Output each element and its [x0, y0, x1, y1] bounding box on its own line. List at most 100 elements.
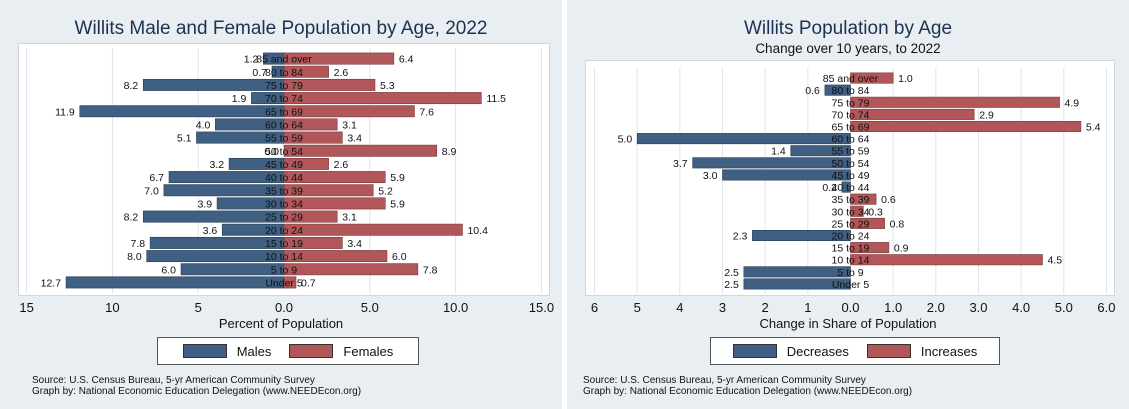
bar-increases: [850, 205, 864, 217]
category-label: 55 to 59: [265, 133, 303, 145]
bar-females: [283, 52, 395, 65]
bar-decreases: [790, 145, 851, 157]
bar-value-label: 7.8: [131, 238, 146, 250]
bar-value-label: 12.7: [41, 277, 62, 289]
category-label: 50 to 54: [265, 146, 303, 158]
category-label: 45 to 49: [265, 159, 303, 171]
bar-value-label: 0.6: [805, 85, 820, 97]
bar-value-label: 2.3: [733, 231, 748, 243]
bar-males: [142, 210, 285, 223]
bar-value-label: 6.4: [399, 54, 414, 66]
category-label: Under 5: [265, 277, 303, 289]
category-label: Under 5: [832, 279, 870, 291]
category-label: 40 to 44: [832, 182, 870, 194]
bar-increases: [850, 242, 890, 254]
category-label: 60 to 64: [265, 119, 303, 131]
x-tick-label: 5.0: [1055, 300, 1073, 315]
category-label: 20 to 24: [265, 225, 303, 237]
bar-decreases: [824, 84, 851, 96]
legend-swatch-decreases: [732, 344, 777, 358]
x-tick-label: 2.0: [927, 300, 945, 315]
bar-value-label: 3.4: [347, 238, 362, 250]
bar-males: [149, 236, 285, 249]
bar-decreases: [692, 157, 851, 169]
category-label: 45 to 49: [832, 170, 870, 182]
bar-value-label: 0.8: [890, 218, 905, 230]
bar-increases: [850, 254, 1043, 266]
bar-value-label: 8.2: [124, 212, 139, 224]
bar-value-label: 0.2: [822, 182, 837, 194]
bar-value-label: 5.3: [380, 80, 395, 92]
x-tick-label: 4: [676, 300, 683, 315]
bar-value-label: 3.1: [342, 212, 357, 224]
category-label: 30 to 34: [265, 198, 303, 210]
legend-swatch-males: [182, 344, 227, 358]
chart-title: Willits Male and Female Population by Ag…: [74, 18, 488, 39]
x-tick-label: 5: [634, 300, 641, 315]
x-tick-label: 10.0: [443, 300, 468, 315]
bar-females: [283, 157, 329, 170]
category-label: 25 to 29: [265, 212, 303, 224]
legend-label-females: Females: [343, 343, 394, 359]
bar-females: [283, 105, 415, 118]
bar-value-label: 1.2: [244, 54, 259, 66]
x-axis-label: Change in Share of Population: [759, 316, 937, 331]
bar-females: [283, 223, 463, 236]
chart-title: Willits Population by Age: [743, 18, 953, 39]
bar-value-label: 0.0: [264, 146, 279, 158]
bar-decreases: [841, 181, 851, 193]
bar-value-label: 8.9: [442, 146, 457, 158]
bar-increases: [850, 72, 894, 84]
x-tick-label: 2: [762, 300, 769, 315]
category-label: 15 to 19: [265, 238, 303, 250]
bar-value-label: 0.9: [894, 243, 909, 255]
category-label: 20 to 24: [832, 231, 870, 243]
legend-label-increases: Increases: [920, 343, 978, 359]
x-tick-label: 0.0: [841, 300, 859, 315]
bar-value-label: 8.2: [124, 80, 139, 92]
category-label: 10 to 14: [832, 255, 870, 267]
category-label: 70 to 74: [832, 109, 870, 121]
bar-females: [283, 250, 388, 263]
bar-increases: [850, 96, 1060, 108]
bar-value-label: 5.9: [390, 172, 405, 184]
bar-value-label: 4.9: [1065, 97, 1080, 109]
bar-value-label: 5.9: [390, 198, 405, 210]
bar-females: [283, 118, 338, 131]
x-tick-label: 1: [804, 300, 811, 315]
x-tick-label: 4.0: [1012, 300, 1030, 315]
bar-decreases: [743, 266, 851, 278]
bar-value-label: 5.1: [177, 133, 192, 145]
bar-decreases: [743, 278, 851, 290]
credit-line: Graph by: National Economic Education De…: [583, 386, 913, 397]
legend-decreases: Decreases: [732, 343, 849, 359]
category-label: 5 to 9: [271, 264, 297, 276]
bar-females: [283, 131, 343, 144]
bar-value-label: 5.2: [378, 185, 393, 197]
category-label: 80 to 84: [832, 85, 870, 97]
bar-decreases: [752, 229, 851, 242]
bar-value-label: 2.9: [979, 109, 994, 121]
x-tick-label: 1.0: [884, 300, 902, 315]
bar-value-label: 3.1: [342, 119, 357, 131]
bar-value-label: 2.5: [724, 267, 739, 279]
bar-value-label: 3.4: [347, 133, 362, 145]
legend-label-males: Males: [236, 343, 272, 359]
bar-increases: [850, 217, 885, 229]
bar-males: [65, 276, 285, 289]
x-tick-label: 6.0: [1097, 300, 1115, 315]
bar-value-label: 5.4: [1086, 122, 1101, 134]
credit-line: Graph by: National Economic Education De…: [32, 386, 362, 397]
bar-females: [283, 171, 386, 184]
bar-value-label: 3.7: [673, 158, 688, 170]
bar-males: [79, 105, 285, 118]
bar-males: [146, 250, 285, 263]
bar-value-label: 4.5: [1047, 255, 1062, 267]
bar-females: [283, 197, 386, 210]
bar-value-label: 3.6: [203, 225, 218, 237]
category-label: 55 to 59: [832, 146, 870, 158]
bar-value-label: 7.8: [423, 264, 438, 276]
legend-label-decreases: Decreases: [786, 343, 849, 359]
